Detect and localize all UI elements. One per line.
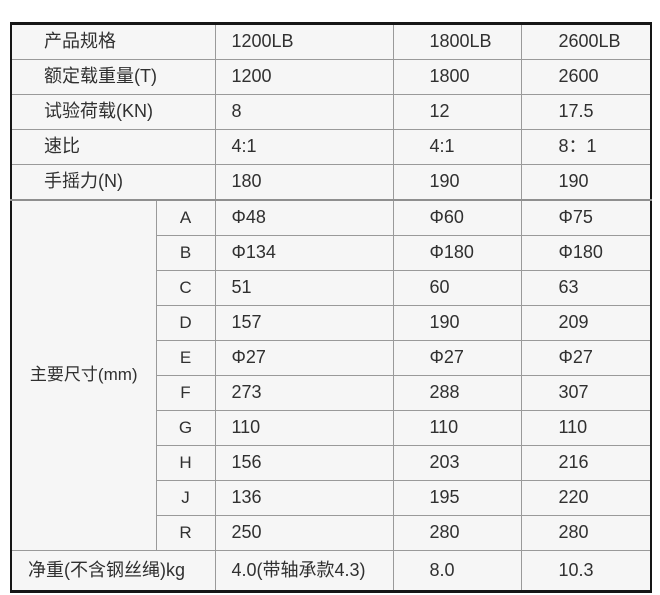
table-row-dim-C: C 51 60 63 [11, 270, 652, 306]
row-label: 净重(不含钢丝绳)kg [10, 550, 216, 592]
cell-value: Φ134 [214, 235, 394, 271]
dim-key: F [155, 375, 216, 411]
cell-value: 280 [520, 515, 652, 551]
cell-value: Φ27 [520, 340, 652, 376]
dim-key: R [155, 515, 216, 551]
table-row-dim-E: E Φ27 Φ27 Φ27 [11, 340, 652, 376]
cell-value: 63 [520, 270, 652, 306]
cell-value: 110 [214, 410, 394, 446]
row-label: 产品规格 [10, 23, 216, 60]
cell-value: Φ27 [392, 340, 522, 376]
cell-value: 209 [520, 305, 652, 341]
cell-value: 60 [392, 270, 522, 306]
cell-value: 110 [392, 410, 522, 446]
cell-value: 110 [520, 410, 652, 446]
row-label: 手摇力(N) [10, 164, 216, 201]
row-label: 速比 [10, 129, 216, 165]
table-row-product-spec: 产品规格 1200LB 1800LB 2600LB [10, 23, 652, 60]
cell-value: 307 [520, 375, 652, 411]
cell-value: 4.0(带轴承款4.3) [214, 550, 394, 592]
cell-value: 203 [392, 445, 522, 481]
cell-value: Φ48 [214, 199, 394, 236]
cell-value: 10.3 [520, 550, 652, 592]
cell-value: 157 [214, 305, 394, 341]
cell-value: Φ60 [392, 199, 522, 236]
row-label: 试验荷载(KN) [10, 94, 216, 130]
cell-value: 17.5 [520, 94, 652, 130]
cell-value: 2600 [520, 59, 652, 95]
table-row-test-load: 试验荷载(KN) 8 12 17.5 [10, 94, 652, 130]
cell-value: Φ180 [520, 235, 652, 271]
table-row-net-weight: 净重(不含钢丝绳)kg 4.0(带轴承款4.3) 8.0 10.3 [10, 550, 652, 592]
dim-key: G [155, 410, 216, 446]
cell-value: 1800 [392, 59, 522, 95]
cell-value: 1200LB [214, 23, 394, 60]
cell-value: 8：1 [520, 129, 652, 165]
cell-value: 136 [214, 480, 394, 516]
row-label: 额定载重量(T) [10, 59, 216, 95]
dim-key: B [155, 235, 216, 271]
dim-key: H [155, 445, 216, 481]
cell-value: Φ27 [214, 340, 394, 376]
cell-value: 156 [214, 445, 394, 481]
cell-value: 195 [392, 480, 522, 516]
table-row-dim-D: D 157 190 209 [11, 305, 652, 341]
table-row-rated-load: 额定载重量(T) 1200 1800 2600 [10, 59, 652, 95]
cell-value: Φ75 [520, 199, 652, 236]
cell-value: 190 [392, 164, 522, 201]
cell-value: 1200 [214, 59, 394, 95]
dim-key: J [155, 480, 216, 516]
table-row-dim-G: G 110 110 110 [11, 410, 652, 446]
cell-value: 51 [214, 270, 394, 306]
cell-value: 190 [520, 164, 652, 201]
cell-value: 2600LB [520, 23, 652, 60]
cell-value: 273 [214, 375, 394, 411]
cell-value: 220 [520, 480, 652, 516]
dim-key: C [155, 270, 216, 306]
dim-key: E [155, 340, 216, 376]
cell-value: 8.0 [392, 550, 522, 592]
dim-key: D [155, 305, 216, 341]
cell-value: 4:1 [214, 129, 394, 165]
spec-table: 产品规格 1200LB 1800LB 2600LB 额定载重量(T) 1200 … [10, 22, 652, 593]
cell-value: 250 [214, 515, 394, 551]
cell-value: 288 [392, 375, 522, 411]
cell-value: 180 [214, 164, 394, 201]
table-row-hand-force: 手摇力(N) 180 190 190 [10, 164, 652, 201]
cell-value: 4:1 [392, 129, 522, 165]
dimensions-group-label: 主要尺寸(mm) [10, 199, 157, 551]
cell-value: Φ180 [392, 235, 522, 271]
cell-value: 280 [392, 515, 522, 551]
cell-value: 216 [520, 445, 652, 481]
dim-key: A [155, 199, 216, 236]
table-row-speed-ratio: 速比 4:1 4:1 8：1 [10, 129, 652, 165]
table-row-dim-F: F 273 288 307 [11, 375, 652, 411]
table-row-dim-A: 主要尺寸(mm) A Φ48 Φ60 Φ75 [10, 199, 652, 551]
cell-value: 8 [214, 94, 394, 130]
cell-value: 12 [392, 94, 522, 130]
cell-value: 1800LB [392, 23, 522, 60]
cell-value: 190 [392, 305, 522, 341]
